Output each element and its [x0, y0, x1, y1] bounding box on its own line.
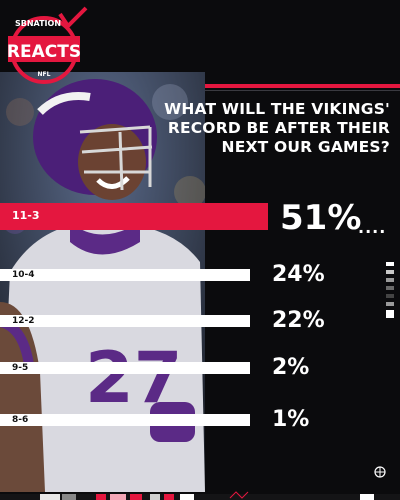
sbnation-reacts-logo: SBNATION REACTS NFL	[7, 6, 88, 84]
top-divider	[205, 90, 400, 91]
value-label-10-4: 24%	[272, 262, 325, 287]
bar-8-6	[0, 414, 250, 426]
bar-12-2	[0, 315, 250, 327]
checkmark-icon	[58, 6, 88, 30]
bar-10-4	[0, 269, 250, 281]
svg-text:NFL: NFL	[38, 71, 51, 78]
value-label-12-2: 22%	[272, 308, 325, 333]
value-label-9-5: 2%	[272, 355, 310, 380]
footer-decoration	[0, 491, 400, 500]
top-accent-line	[205, 84, 400, 88]
bar-9-5	[0, 362, 250, 374]
value-label-11-3: 51%	[280, 198, 362, 238]
category-label-11-3: 11-3	[12, 209, 40, 222]
svg-text:REACTS: REACTS	[7, 42, 81, 62]
category-label-10-4: 10-4	[12, 270, 35, 280]
value-label-8-6: 1%	[272, 407, 310, 432]
bar-11-3	[0, 203, 268, 230]
leader-dots: ....	[358, 218, 387, 237]
category-label-9-5: 9-5	[12, 363, 29, 373]
side-scale-decoration	[386, 262, 394, 318]
category-label-12-2: 12-2	[12, 316, 35, 326]
poll-question: WHAT WILL THE VIKINGS' RECORD BE AFTER T…	[164, 100, 390, 156]
globe-icon	[374, 466, 386, 478]
category-label-8-6: 8-6	[12, 415, 29, 425]
svg-text:SBNATION: SBNATION	[15, 19, 61, 28]
